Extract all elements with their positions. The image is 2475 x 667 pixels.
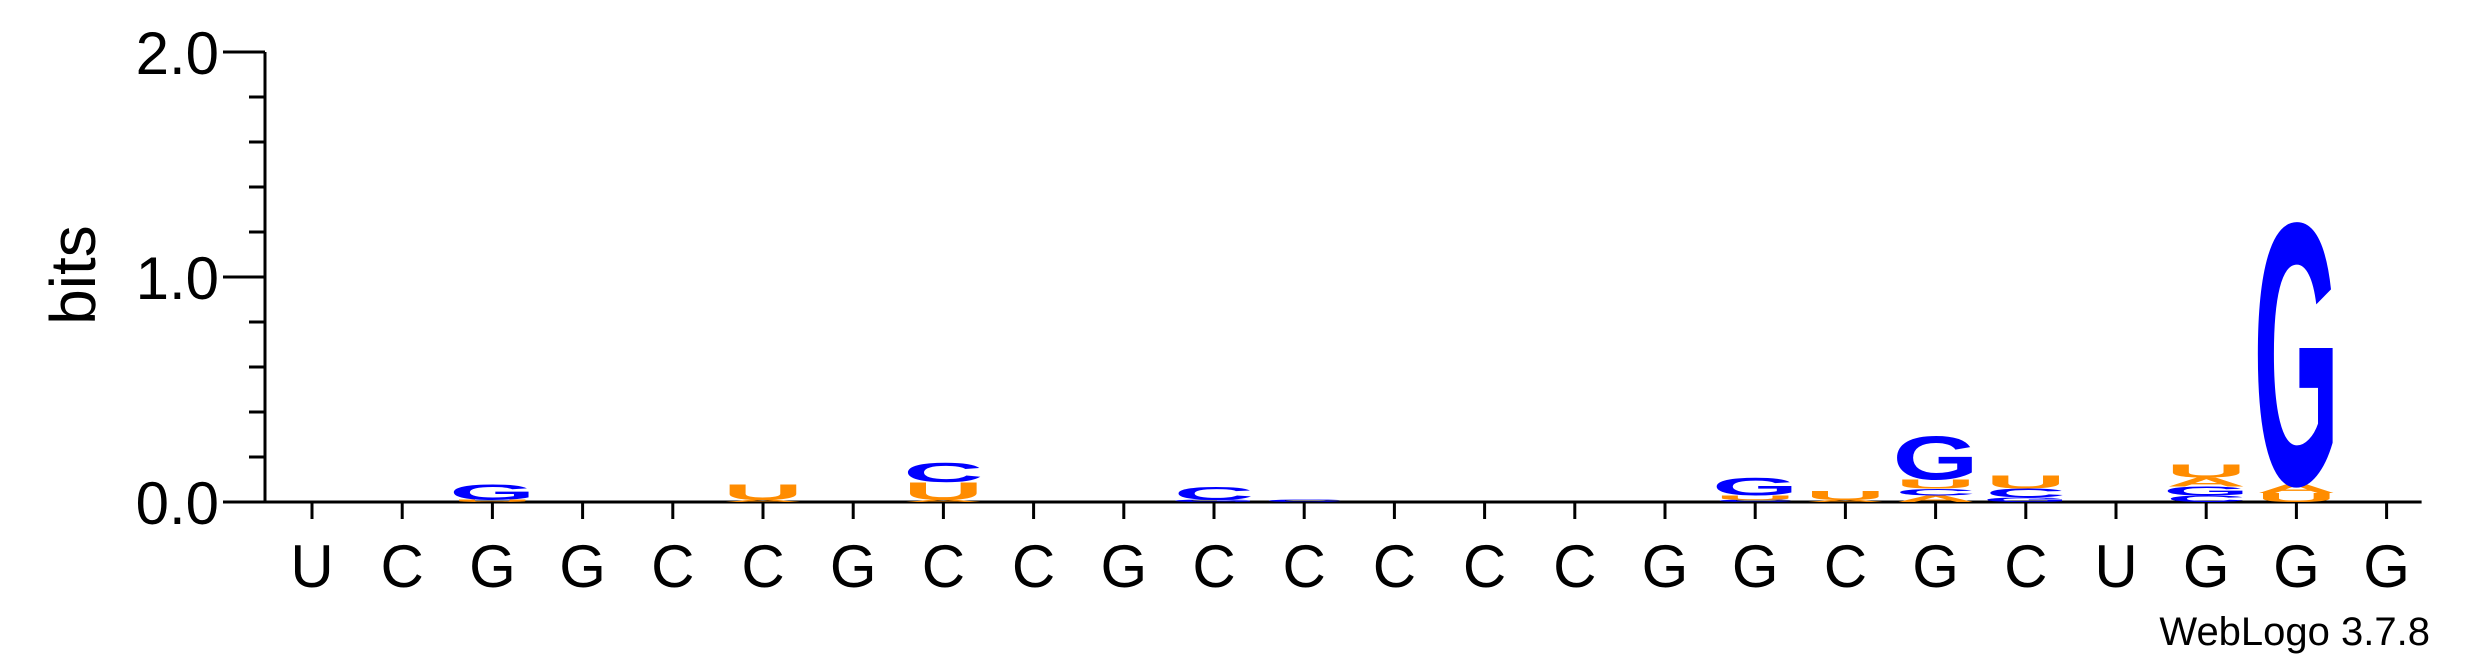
x-tick-label: G (2183, 533, 2230, 600)
x-tick-label: G (1642, 533, 1689, 600)
logo-letter-U: U (2166, 460, 2246, 481)
x-tick-label: C (1283, 533, 1326, 600)
logo-letter-U: U (723, 480, 803, 504)
logo-letter-C: C (1174, 483, 1254, 504)
logo-letter-G: G (2253, 145, 2339, 564)
x-tick-label: C (381, 533, 424, 600)
logo-letter-C: C (1264, 499, 1344, 503)
logo-letter-U: U (2256, 491, 2336, 505)
x-tick-label: U (290, 533, 333, 600)
logo-letter-A: A (2166, 475, 2246, 489)
x-tick-label: C (2004, 533, 2047, 600)
logo-letter-C: C (903, 457, 983, 488)
logo-letter-G: G (1893, 424, 1979, 493)
x-tick-label: C (1824, 533, 1867, 600)
logo-letter-U: U (452, 499, 532, 503)
x-tick-label: C (1553, 533, 1596, 600)
logo-letter-A: A (723, 499, 803, 503)
y-tick-label: 0.0 (136, 470, 219, 537)
x-tick-label: C (922, 533, 965, 600)
x-tick-label: C (1463, 533, 1506, 600)
x-tick-label: G (559, 533, 606, 600)
logo-letter-U: U (1896, 477, 1976, 491)
x-tick-label: C (1373, 533, 1416, 600)
y-tick-label: 2.0 (136, 20, 219, 87)
logo-letter-A: A (1805, 499, 1885, 503)
logo-letter-G: G (1712, 473, 1798, 501)
x-tick-label: G (2363, 533, 2410, 600)
x-tick-label: C (1012, 533, 1055, 600)
logo-letter-C: C (1986, 486, 2066, 500)
y-axis-label: bits (37, 225, 109, 325)
logo-letter-U: U (1805, 488, 1885, 502)
x-tick-label: G (469, 533, 516, 600)
x-tick-label: C (741, 533, 784, 600)
logo-letter-G: G (1171, 499, 1257, 503)
logo-letter-C: C (1896, 487, 1976, 497)
x-tick-label: G (1912, 533, 1959, 600)
logo-letter-G: G (2163, 484, 2249, 498)
x-tick-label: G (830, 533, 877, 600)
logo-letter-U: U (1715, 494, 1795, 501)
logo-letter-A: A (2256, 482, 2336, 496)
logo-letter-U: U (903, 477, 983, 505)
logo-letter-G: G (1983, 496, 2069, 503)
x-tick-label: G (1100, 533, 1147, 600)
x-tick-label: G (1732, 533, 1779, 600)
logo-letter-G: G (449, 480, 535, 504)
weblogo-credit: WebLogo 3.7.8 (2159, 610, 2430, 654)
logo-letter-U: U (1986, 472, 2066, 493)
logo-letter-A: A (903, 499, 983, 503)
x-tick-label: U (2094, 533, 2137, 600)
logo-letter-C: C (2166, 494, 2246, 504)
x-tick-label: C (651, 533, 694, 600)
axes: 0.01.02.0U C G G C C G C C G C C C C C G G C G C U G G G (136, 20, 2422, 600)
logo-letter-C: C (1715, 499, 1795, 503)
logo-letter-A: A (1896, 494, 1976, 504)
x-tick-label: C (1192, 533, 1235, 600)
y-tick-label: 1.0 (136, 245, 219, 312)
x-tick-label: G (2273, 533, 2320, 600)
